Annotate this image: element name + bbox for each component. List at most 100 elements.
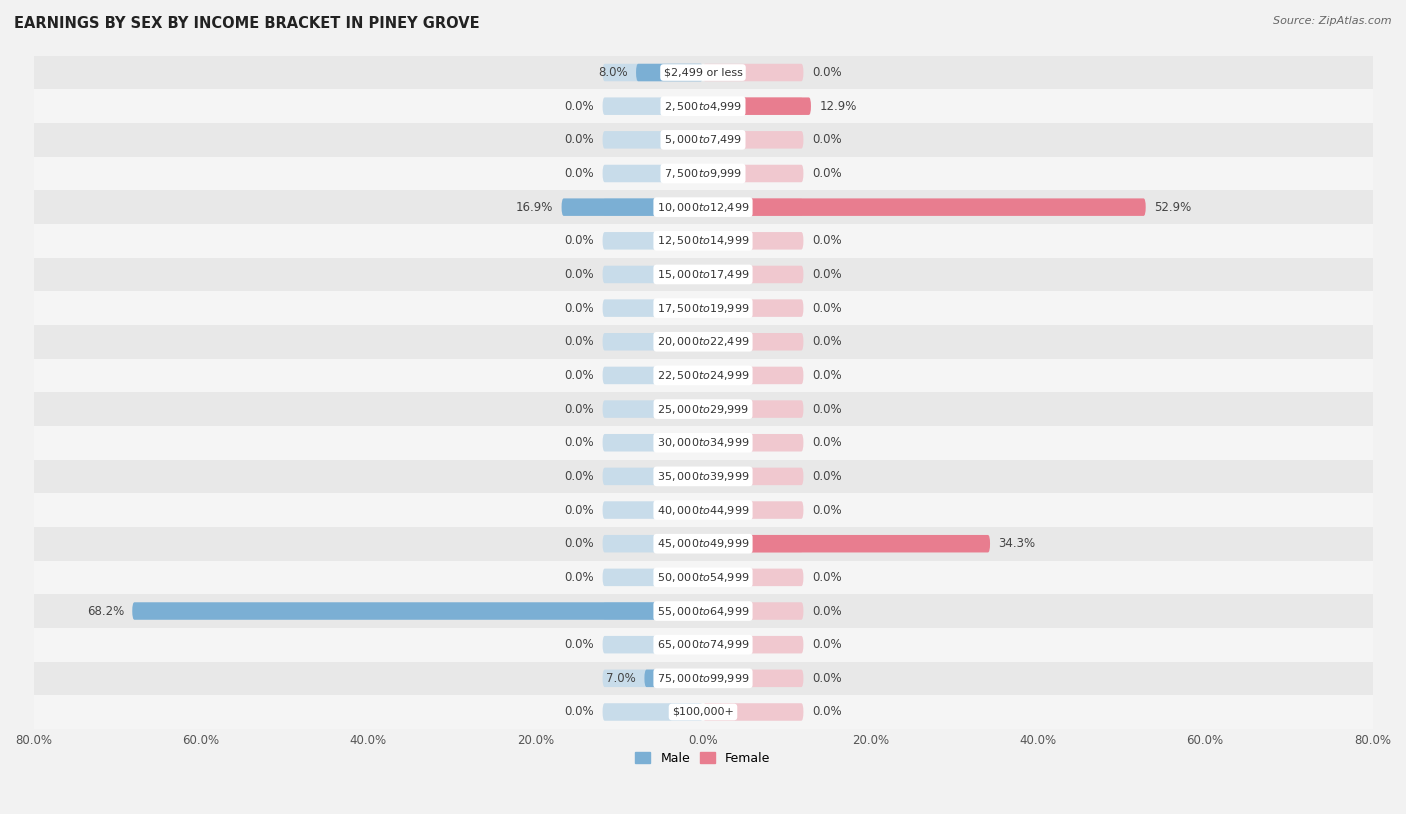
Text: 8.0%: 8.0% [598,66,627,79]
Text: 0.0%: 0.0% [565,706,595,719]
Text: 52.9%: 52.9% [1154,200,1191,213]
Text: 0.0%: 0.0% [811,234,841,247]
Text: $15,000 to $17,499: $15,000 to $17,499 [657,268,749,281]
Text: 0.0%: 0.0% [565,99,595,112]
FancyBboxPatch shape [703,602,803,619]
FancyBboxPatch shape [603,636,703,654]
Text: $100,000+: $100,000+ [672,707,734,717]
Text: 0.0%: 0.0% [811,66,841,79]
FancyBboxPatch shape [34,561,1372,594]
FancyBboxPatch shape [703,164,803,182]
Text: $10,000 to $12,499: $10,000 to $12,499 [657,200,749,213]
FancyBboxPatch shape [703,199,1146,216]
FancyBboxPatch shape [132,602,703,619]
FancyBboxPatch shape [34,123,1372,156]
FancyBboxPatch shape [34,325,1372,359]
Text: 0.0%: 0.0% [565,133,595,147]
FancyBboxPatch shape [34,662,1372,695]
FancyBboxPatch shape [603,501,703,519]
FancyBboxPatch shape [603,400,703,418]
Text: 0.0%: 0.0% [565,335,595,348]
FancyBboxPatch shape [603,265,703,283]
FancyBboxPatch shape [34,291,1372,325]
FancyBboxPatch shape [703,569,803,586]
FancyBboxPatch shape [603,199,703,216]
FancyBboxPatch shape [603,131,703,149]
Text: $65,000 to $74,999: $65,000 to $74,999 [657,638,749,651]
Text: 7.0%: 7.0% [606,672,636,685]
Text: 0.0%: 0.0% [811,167,841,180]
FancyBboxPatch shape [603,468,703,485]
Text: 0.0%: 0.0% [565,302,595,315]
FancyBboxPatch shape [603,232,703,250]
Text: 0.0%: 0.0% [811,133,841,147]
FancyBboxPatch shape [34,426,1372,460]
FancyBboxPatch shape [603,63,703,81]
Text: 0.0%: 0.0% [811,504,841,517]
Text: 0.0%: 0.0% [565,470,595,483]
Text: 0.0%: 0.0% [811,302,841,315]
FancyBboxPatch shape [703,333,803,351]
FancyBboxPatch shape [703,98,803,115]
Text: $55,000 to $64,999: $55,000 to $64,999 [657,605,749,618]
Text: 0.0%: 0.0% [811,335,841,348]
Text: $75,000 to $99,999: $75,000 to $99,999 [657,672,749,685]
Text: $2,500 to $4,999: $2,500 to $4,999 [664,99,742,112]
FancyBboxPatch shape [34,527,1372,561]
Text: $30,000 to $34,999: $30,000 to $34,999 [657,436,749,449]
FancyBboxPatch shape [34,258,1372,291]
FancyBboxPatch shape [603,569,703,586]
Text: 34.3%: 34.3% [998,537,1036,550]
Text: 0.0%: 0.0% [565,403,595,416]
FancyBboxPatch shape [703,703,803,720]
FancyBboxPatch shape [703,535,803,553]
Text: 0.0%: 0.0% [565,167,595,180]
Text: 0.0%: 0.0% [565,268,595,281]
Text: $5,000 to $7,499: $5,000 to $7,499 [664,133,742,147]
Text: $25,000 to $29,999: $25,000 to $29,999 [657,403,749,416]
FancyBboxPatch shape [644,670,703,687]
FancyBboxPatch shape [703,199,803,216]
Text: Source: ZipAtlas.com: Source: ZipAtlas.com [1274,16,1392,26]
FancyBboxPatch shape [603,535,703,553]
FancyBboxPatch shape [703,131,803,149]
Text: 0.0%: 0.0% [811,638,841,651]
FancyBboxPatch shape [603,670,703,687]
Text: 0.0%: 0.0% [811,436,841,449]
Text: 0.0%: 0.0% [565,537,595,550]
FancyBboxPatch shape [703,636,803,654]
FancyBboxPatch shape [34,224,1372,258]
Text: 12.9%: 12.9% [820,99,856,112]
FancyBboxPatch shape [603,703,703,720]
Text: $17,500 to $19,999: $17,500 to $19,999 [657,302,749,315]
Text: 0.0%: 0.0% [811,369,841,382]
Text: 0.0%: 0.0% [565,234,595,247]
Text: 0.0%: 0.0% [565,436,595,449]
Text: 0.0%: 0.0% [811,470,841,483]
Text: 0.0%: 0.0% [811,672,841,685]
FancyBboxPatch shape [703,434,803,452]
Text: EARNINGS BY SEX BY INCOME BRACKET IN PINEY GROVE: EARNINGS BY SEX BY INCOME BRACKET IN PIN… [14,16,479,31]
FancyBboxPatch shape [703,366,803,384]
FancyBboxPatch shape [34,392,1372,426]
Text: 0.0%: 0.0% [565,504,595,517]
FancyBboxPatch shape [603,333,703,351]
FancyBboxPatch shape [603,98,703,115]
FancyBboxPatch shape [703,670,803,687]
Text: 16.9%: 16.9% [516,200,553,213]
Text: $2,499 or less: $2,499 or less [664,68,742,77]
Text: $50,000 to $54,999: $50,000 to $54,999 [657,571,749,584]
FancyBboxPatch shape [603,300,703,317]
FancyBboxPatch shape [703,63,803,81]
Text: 0.0%: 0.0% [811,706,841,719]
Text: $20,000 to $22,499: $20,000 to $22,499 [657,335,749,348]
Text: $35,000 to $39,999: $35,000 to $39,999 [657,470,749,483]
FancyBboxPatch shape [703,501,803,519]
Text: $7,500 to $9,999: $7,500 to $9,999 [664,167,742,180]
FancyBboxPatch shape [34,359,1372,392]
Text: 68.2%: 68.2% [87,605,124,618]
Text: $22,500 to $24,999: $22,500 to $24,999 [657,369,749,382]
FancyBboxPatch shape [703,535,990,553]
Text: $12,500 to $14,999: $12,500 to $14,999 [657,234,749,247]
FancyBboxPatch shape [703,265,803,283]
